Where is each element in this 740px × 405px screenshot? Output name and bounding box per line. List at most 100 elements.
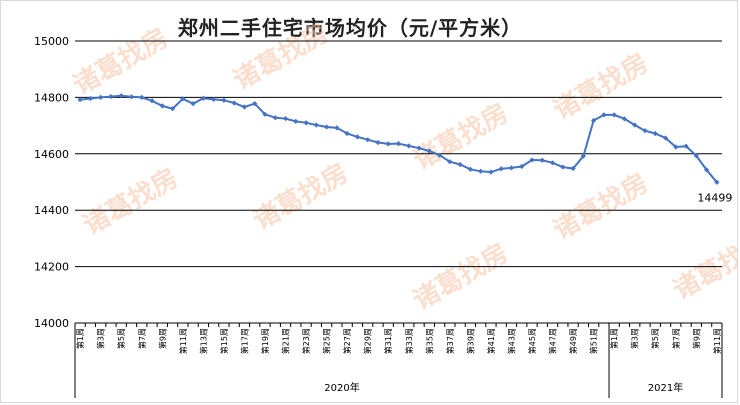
data-point <box>211 96 217 102</box>
x-tick-label: 第1周 <box>609 328 619 349</box>
data-point <box>601 112 607 118</box>
data-point <box>693 153 699 159</box>
data-point <box>457 161 463 168</box>
data-point <box>128 94 135 100</box>
watermark-text: 诸葛找房 <box>69 23 174 101</box>
x-tick-label: 第41周 <box>486 328 496 354</box>
x-tick-label: 第5周 <box>650 328 660 349</box>
y-tick-label: 14400 <box>34 204 69 217</box>
watermark-text: 诸葛找房 <box>549 48 654 126</box>
x-axis: 第1周 第3周 第5周 第7周 第9周 第11周 第13周 第15周 第17周 第19周 第21周第… <box>74 322 723 398</box>
data-point <box>467 166 473 172</box>
x-tick-label: 第11周 <box>712 328 722 354</box>
series-layer <box>77 93 720 185</box>
data-point <box>570 165 576 172</box>
watermark-text: 诸葛找房 <box>409 238 514 316</box>
data-point <box>375 139 381 146</box>
data-point <box>365 137 371 143</box>
data-point <box>673 144 679 150</box>
data-point <box>231 100 237 106</box>
watermark-text: 诸葛找房 <box>229 18 334 96</box>
x-tick-label: 第13周 <box>198 328 208 354</box>
year-group-label: 2021年 <box>648 381 683 394</box>
x-tick-label: 第5周 <box>116 328 126 349</box>
data-point <box>549 160 556 166</box>
data-point <box>632 122 638 128</box>
y-tick-label: 14800 <box>34 91 69 104</box>
data-point <box>488 169 494 175</box>
x-tick-label: 第9周 <box>691 328 701 349</box>
data-point <box>241 104 248 110</box>
y-axis-ticks: 14000 14200 14400 14600 14800 15000 <box>34 35 69 330</box>
data-point <box>498 166 504 172</box>
data-point <box>508 165 515 171</box>
data-point <box>77 97 83 103</box>
data-point <box>282 115 289 122</box>
data-point <box>436 152 443 158</box>
data-point <box>149 98 155 104</box>
year-group-label: 2020年 <box>324 381 359 394</box>
y-tick-label: 15000 <box>34 35 69 48</box>
x-tick-label: 第19周 <box>260 328 270 354</box>
data-point <box>252 101 258 107</box>
data-point <box>395 141 402 147</box>
data-point <box>293 118 299 124</box>
y-tick-label: 14000 <box>34 317 69 330</box>
data-point <box>662 135 669 141</box>
data-point <box>313 122 319 128</box>
data-point <box>529 157 535 163</box>
x-tick-label: 第27周 <box>342 328 352 354</box>
data-point <box>272 115 278 121</box>
data-point <box>87 95 94 102</box>
data-point <box>580 153 586 159</box>
x-tick-label: 第33周 <box>404 328 414 354</box>
data-point <box>652 130 658 137</box>
data-point <box>108 93 114 100</box>
data-point <box>683 143 689 149</box>
watermark-text: 诸葛找房 <box>249 158 354 236</box>
data-point <box>406 143 412 149</box>
watermark-text: 诸葛找房 <box>79 163 184 241</box>
x-tick-label: 第35周 <box>424 328 434 354</box>
data-point <box>447 159 453 165</box>
data-point <box>714 179 720 185</box>
data-point <box>118 93 124 99</box>
data-point <box>416 145 422 151</box>
x-tick-label: 第3周 <box>96 328 106 349</box>
x-tick-label: 第15周 <box>219 328 229 354</box>
x-tick-label: 第1周 <box>75 328 85 349</box>
data-point <box>703 167 710 173</box>
x-tick-label: 第23周 <box>301 328 311 354</box>
annotations: 14499 <box>697 191 732 204</box>
x-tick-label: 第39周 <box>465 328 475 354</box>
data-point <box>478 168 484 174</box>
data-point <box>611 112 617 118</box>
data-point <box>139 94 145 100</box>
data-point <box>159 103 165 109</box>
data-label: 14499 <box>697 191 732 204</box>
data-point <box>334 125 340 131</box>
x-tick-label: 第51周 <box>589 328 599 354</box>
data-point <box>221 97 227 103</box>
x-tick-label: 第47周 <box>548 328 558 354</box>
data-point <box>262 111 268 117</box>
y-tick-label: 14600 <box>34 148 69 161</box>
x-tick-label: 第25周 <box>322 328 332 354</box>
data-point <box>621 116 628 122</box>
data-point <box>303 120 309 126</box>
data-point <box>642 128 648 134</box>
data-point <box>519 163 525 170</box>
data-point <box>354 134 361 140</box>
data-point <box>180 96 186 102</box>
data-point <box>385 141 391 147</box>
data-point <box>344 130 350 137</box>
x-tick-label: 第37周 <box>445 328 455 354</box>
x-tick-label: 第29周 <box>363 328 373 354</box>
x-tick-label: 第7周 <box>671 328 681 349</box>
data-point <box>591 117 597 124</box>
data-point <box>560 164 566 170</box>
x-tick-label: 第31周 <box>383 328 393 354</box>
x-tick-label: 第49周 <box>568 328 578 354</box>
